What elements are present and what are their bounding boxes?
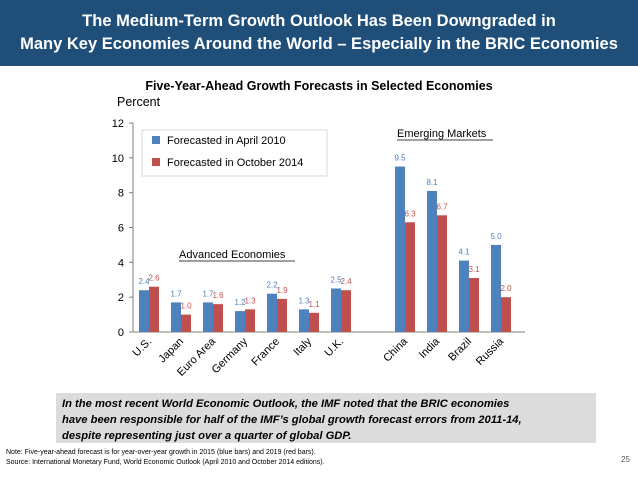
bar-april-2010	[267, 293, 277, 332]
x-tick-label: India	[417, 335, 443, 361]
bar-april-2010	[395, 166, 405, 332]
y-tick-label: 8	[118, 188, 124, 200]
data-label: 1.9	[276, 286, 288, 295]
bar-chart: 0 2 4 6 8 10 12 2.4 1.7 1.7 1.2 2.2 1.3 2.5 9.5 8.1 4.1 5…	[112, 118, 525, 379]
emerging-markets-label: Emerging Markets	[397, 128, 487, 140]
bar-october-2014	[405, 222, 415, 332]
data-label: 4.1	[458, 248, 470, 257]
callout-line-1: In the most recent World Economic Outloo…	[62, 398, 510, 410]
bar-april-2010	[459, 260, 469, 332]
y-tick-label: 0	[118, 327, 124, 339]
data-label: 1.3	[244, 296, 256, 305]
data-label: 2.2	[266, 281, 278, 290]
x-tick-label: China	[381, 335, 410, 364]
bar-october-2014	[309, 312, 319, 332]
x-tick-label: Germany	[210, 335, 251, 376]
data-label: 1.3	[298, 296, 310, 305]
x-tick-label: U.K.	[322, 336, 346, 360]
x-tick-label: Japan	[156, 336, 186, 366]
data-label: 1.7	[202, 289, 214, 298]
bar-april-2010	[171, 302, 181, 332]
bar-october-2014	[437, 215, 447, 332]
y-tick-label: 4	[118, 257, 124, 269]
callout-line-3: despite representing just over a quarter…	[62, 430, 352, 442]
data-label: 1.0	[180, 302, 192, 311]
advanced-economies-label: Advanced Economies	[179, 249, 286, 261]
bar-october-2014	[501, 297, 511, 332]
data-label: 1.1	[308, 300, 320, 309]
data-label: 6.3	[404, 209, 416, 218]
bar-april-2010	[299, 309, 309, 332]
data-label: 1.7	[170, 289, 182, 298]
data-label: 2.4	[138, 277, 150, 286]
x-tick-label: Russia	[474, 335, 507, 368]
chart-title: Five-Year-Ahead Growth Forecasts in Sele…	[145, 79, 493, 93]
data-label: 9.5	[394, 154, 406, 163]
bar-october-2014	[149, 286, 159, 332]
bar-april-2010	[427, 190, 437, 332]
data-label: 2.0	[500, 284, 512, 293]
legend-box	[141, 129, 328, 177]
footnote-source: Source: International Monetary Fund, Wor…	[6, 459, 325, 466]
bar-october-2014	[213, 304, 223, 332]
callout-line-2: have been responsible for half of the IM…	[62, 414, 522, 426]
bar-april-2010	[139, 290, 149, 332]
data-label: 1.6	[212, 291, 224, 300]
x-tick-label: France	[249, 336, 282, 369]
legend-label: Forecasted in October 2014	[167, 157, 303, 169]
data-label: 2.5	[330, 275, 342, 284]
bar-april-2010	[491, 244, 501, 332]
data-label: 5.0	[490, 232, 502, 241]
y-tick-label: 10	[112, 153, 124, 165]
legend-swatch	[152, 136, 160, 144]
y-tick-label: 6	[118, 223, 124, 235]
callout-box: In the most recent World Economic Outloo…	[56, 393, 596, 443]
data-label: 1.2	[234, 298, 246, 307]
bar-october-2014	[341, 290, 351, 332]
bar-april-2010	[331, 288, 341, 332]
footnote-note: Note: Five-year-ahead forecast is for ye…	[6, 449, 316, 456]
data-label: 2.6	[148, 274, 160, 283]
bar-october-2014	[469, 278, 479, 332]
bar-april-2010	[203, 302, 213, 332]
bar-april-2010	[235, 311, 245, 332]
bar-october-2014	[181, 314, 191, 332]
data-label: 8.1	[426, 178, 438, 187]
x-tick-label: U.S.	[130, 336, 154, 360]
x-tick-label: Brazil	[446, 336, 474, 364]
slide-header: The Medium-Term Growth Outlook Has Been …	[0, 0, 638, 66]
legend-swatch	[152, 158, 160, 166]
legend-label: Forecasted in April 2010	[167, 135, 286, 147]
data-label: 6.7	[436, 202, 448, 211]
page-number: 25	[621, 455, 630, 464]
data-label: 3.1	[468, 265, 480, 274]
bar-october-2014	[245, 309, 255, 332]
y-tick-label: 12	[112, 118, 124, 130]
header-title-line-1: The Medium-Term Growth Outlook Has Been …	[82, 12, 556, 30]
y-axis-unit-label: Percent	[117, 95, 161, 109]
header-title-line-2: Many Key Economies Around the World – Es…	[20, 35, 618, 53]
data-label: 2.4	[340, 277, 352, 286]
bar-october-2014	[277, 298, 287, 332]
footnote: Note: Five-year-ahead forecast is for ye…	[6, 448, 325, 468]
y-tick-label: 2	[118, 292, 124, 304]
x-tick-label: Italy	[291, 335, 314, 358]
